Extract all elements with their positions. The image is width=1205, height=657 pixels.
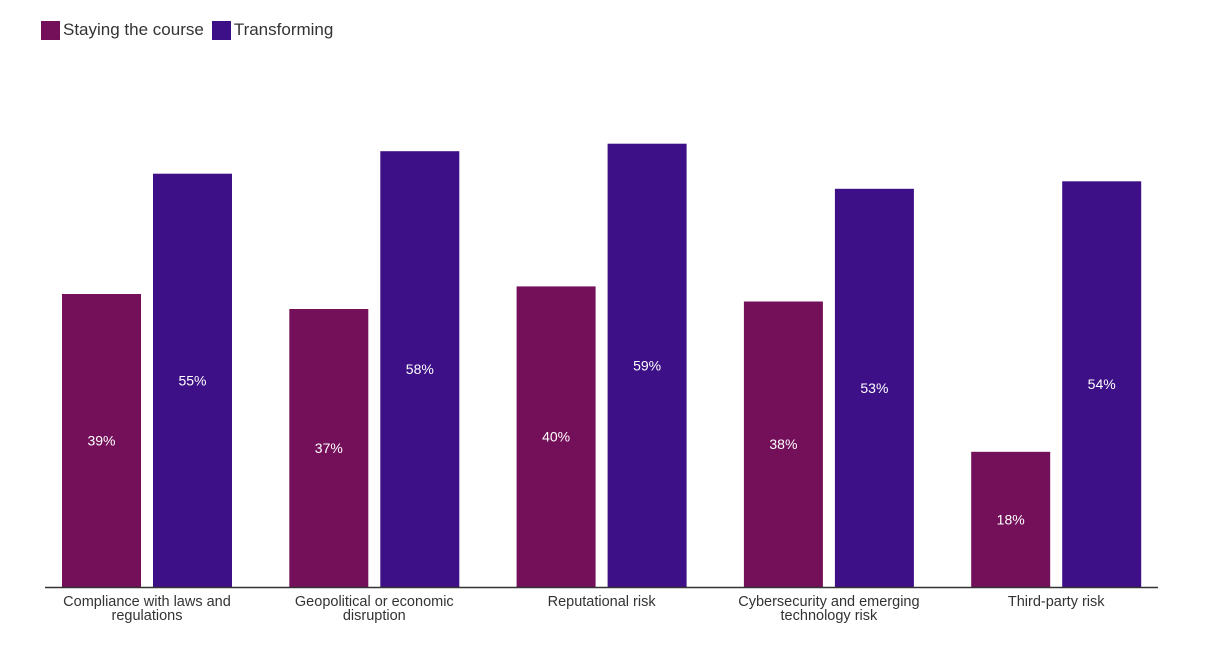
bar-staying-2	[516, 286, 596, 587]
legend-item-staying: Staying the course	[41, 20, 204, 40]
legend-swatch-staying	[41, 20, 60, 40]
legend-label-transforming: Transforming	[233, 20, 334, 39]
bar-staying-3	[743, 301, 823, 587]
bar-transforming-0	[153, 173, 232, 587]
value-label-transforming-3: 53%	[860, 380, 888, 396]
value-label-staying-2: 40%	[542, 429, 570, 445]
bar-transforming-2	[607, 143, 687, 587]
legend-swatch-transforming	[211, 20, 231, 40]
x-tick-label-0: Compliance with laws and regulations	[63, 594, 231, 624]
legend-item-transforming: Transforming	[211, 20, 334, 40]
legend: Staying the course Transforming	[41, 20, 341, 40]
value-label-transforming-4: 54%	[1088, 376, 1116, 392]
value-label-staying-1: 37%	[315, 440, 343, 456]
x-tick-label-3: Cybersecurity and emerging technology ris…	[738, 594, 919, 624]
value-label-staying-4: 18%	[997, 511, 1025, 527]
x-tick-label-4: Third-party risk	[1008, 594, 1105, 610]
value-label-transforming-2: 59%	[633, 357, 661, 373]
bar-staying-0	[62, 294, 141, 587]
bar-transforming-3	[834, 188, 914, 588]
x-tick-label-1: Geopolitical or economic disruption	[295, 594, 454, 624]
bar-staying-1	[289, 309, 369, 587]
bar-transforming-4	[1062, 181, 1142, 588]
x-tick-label-2: Reputational risk	[548, 594, 657, 610]
bar-transforming-1	[380, 151, 460, 587]
value-label-staying-0: 39%	[87, 433, 115, 449]
value-label-staying-3: 38%	[769, 436, 797, 452]
bar-staying-4	[971, 451, 1051, 588]
value-label-transforming-1: 58%	[406, 361, 434, 377]
value-label-transforming-0: 55%	[178, 372, 206, 388]
legend-label-staying: Staying the course	[63, 20, 204, 39]
